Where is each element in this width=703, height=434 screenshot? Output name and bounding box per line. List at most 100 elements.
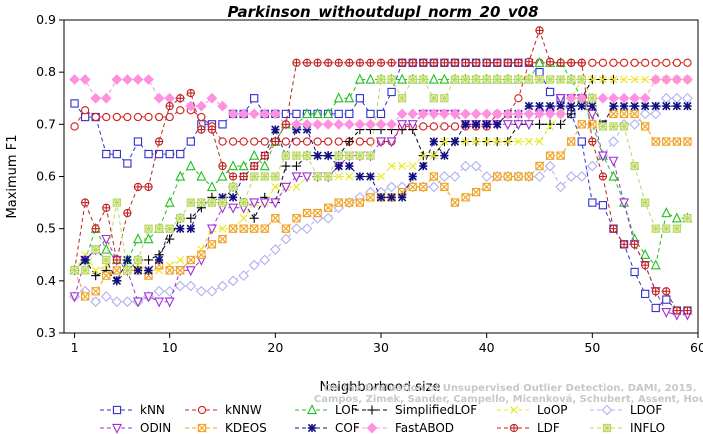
- legend-item-fastabod: FastABOD: [355, 421, 454, 434]
- x-axis-label: Neighborhood size: [320, 380, 441, 395]
- data-point-loop: [387, 162, 396, 171]
- data-point-ldf: [440, 58, 449, 67]
- data-point-ldf: [471, 58, 481, 67]
- data-point-inflo: [482, 75, 491, 84]
- data-point-ldf: [176, 94, 185, 103]
- data-point-ldof: [322, 212, 334, 224]
- data-point-fastabod: [682, 74, 693, 85]
- data-point-inflo: [577, 75, 586, 84]
- data-point-cof: [408, 172, 417, 181]
- data-point-inflo: [302, 151, 312, 160]
- data-point-odin: [302, 172, 313, 183]
- data-point-cof: [683, 101, 692, 111]
- data-point-inflo: [260, 172, 269, 181]
- series-line-loop: [74, 79, 688, 282]
- data-point-ldof: [608, 136, 619, 147]
- data-point-knn: [123, 159, 132, 168]
- legend-label-cof: COF: [335, 421, 360, 434]
- data-point-cof: [493, 120, 502, 129]
- data-point-lof: [249, 149, 260, 160]
- data-point-ldf: [683, 306, 692, 315]
- data-point-knnw: [450, 122, 460, 131]
- data-point-inflo: [228, 182, 238, 192]
- data-point-knnw: [440, 122, 449, 131]
- data-point-loop: [482, 137, 491, 146]
- data-point-ldf: [186, 88, 195, 98]
- data-point-ldf: [461, 58, 470, 67]
- data-point-knn: [112, 149, 121, 159]
- data-point-ldf: [355, 58, 365, 67]
- series-fastabod: [69, 74, 693, 130]
- data-point-kdeos: [641, 122, 650, 131]
- data-point-cof: [334, 161, 343, 171]
- data-point-knn: [70, 99, 79, 108]
- data-point-inflo: [366, 151, 375, 160]
- data-point-kdeos: [218, 234, 227, 244]
- data-point-lof: [344, 92, 355, 103]
- data-point-fastabod: [502, 108, 514, 120]
- data-point-ldof: [259, 254, 271, 266]
- data-point-knnw: [250, 137, 259, 146]
- data-point-odin: [502, 120, 513, 131]
- data-point-lof: [217, 170, 228, 181]
- data-point-knn: [250, 94, 259, 103]
- data-point-ldof: [238, 270, 250, 281]
- legend-marker-odin: [112, 423, 122, 434]
- data-point-cof: [577, 101, 586, 111]
- data-point-fastabod: [90, 92, 102, 104]
- legend-item-lof: LOF: [295, 403, 358, 417]
- legend-item-cof: COF: [295, 421, 360, 434]
- data-point-ldf: [651, 287, 660, 296]
- data-point-lof: [439, 73, 450, 84]
- data-point-inflo: [123, 266, 132, 275]
- data-point-odin: [143, 292, 154, 303]
- data-point-knn: [176, 149, 185, 159]
- data-point-odin: [291, 172, 302, 183]
- data-point-kdeos: [672, 137, 682, 146]
- data-point-fastabod: [132, 74, 144, 85]
- data-point-ldf: [313, 58, 322, 67]
- data-point-fastabod: [470, 108, 482, 120]
- data-point-kdeos: [577, 120, 586, 129]
- data-point-fastabod: [491, 108, 503, 120]
- data-point-cof: [672, 101, 682, 111]
- data-point-knnw: [514, 94, 523, 103]
- data-point-kdeos: [165, 266, 174, 275]
- data-point-ldof: [439, 171, 450, 182]
- data-point-knn: [292, 109, 301, 119]
- data-point-lof: [228, 160, 239, 171]
- data-point-knnw: [218, 137, 227, 146]
- data-point-ldf: [123, 208, 132, 218]
- legend-marker-lof: [307, 404, 317, 415]
- data-point-ldof: [90, 296, 102, 308]
- data-point-knn: [662, 295, 671, 304]
- data-point-knnw: [197, 112, 206, 122]
- x-tick-label: 40: [479, 340, 495, 355]
- data-point-cof: [461, 120, 470, 129]
- legend-item-knnw: kNNW: [185, 403, 262, 417]
- x-tick-label: 10: [162, 340, 178, 355]
- legend-item-knn: kNN: [100, 403, 165, 417]
- y-tick-label: 0.9: [36, 12, 56, 27]
- data-point-ldof: [428, 181, 440, 193]
- data-point-fastabod: [375, 118, 387, 130]
- data-point-inflo: [376, 75, 386, 84]
- data-point-cof: [471, 120, 481, 129]
- data-point-kdeos: [260, 224, 269, 233]
- data-point-kdeos: [619, 109, 629, 119]
- data-point-knnw: [672, 58, 682, 67]
- data-point-fastabod: [301, 118, 313, 130]
- data-point-odin: [376, 137, 386, 148]
- legend-marker-inflo: [602, 423, 612, 433]
- data-point-odin: [280, 182, 291, 193]
- data-point-loop: [218, 224, 227, 233]
- data-point-knnw: [102, 112, 111, 122]
- data-point-simplifiedlof: [344, 136, 354, 147]
- data-point-knnw: [80, 106, 90, 115]
- series-layer: [69, 26, 693, 321]
- watermark-citation: On the Evaluation of Unsupervised Outlie…: [324, 383, 697, 394]
- data-point-loop: [271, 182, 280, 191]
- data-point-ldof: [565, 171, 577, 182]
- data-point-ldf: [588, 137, 597, 146]
- data-point-inflo: [619, 122, 629, 131]
